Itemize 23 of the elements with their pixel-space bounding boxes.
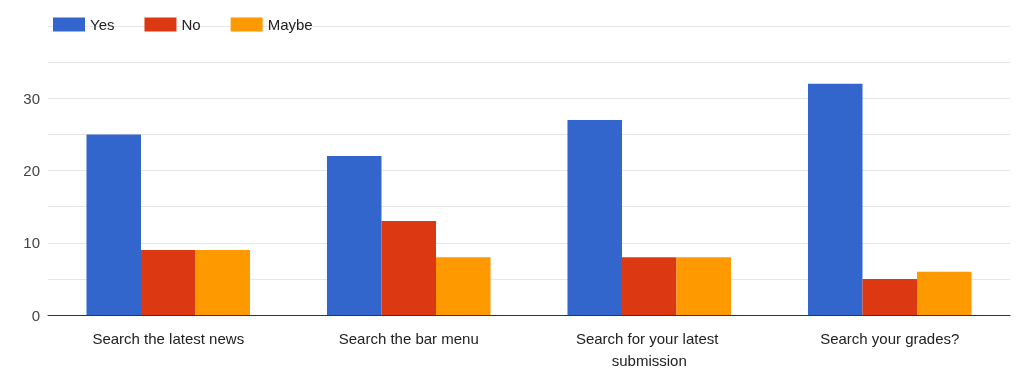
bar <box>86 134 141 315</box>
bar <box>195 249 251 315</box>
legend-label: Yes <box>90 16 115 33</box>
legend-label: No <box>181 16 201 33</box>
x-tick-label: Search the latest news <box>92 329 245 347</box>
y-tick-label: 30 <box>23 89 40 107</box>
y-tick-label: 10 <box>23 234 40 252</box>
bar <box>862 278 918 315</box>
bar <box>381 221 437 315</box>
y-tick-label: 20 <box>23 162 40 179</box>
bar <box>676 257 732 315</box>
x-tick-label: Search your grades? <box>820 329 960 347</box>
x-tick-label: Search for your latest submission <box>575 329 723 369</box>
bar <box>436 257 491 315</box>
y-tick-label: 0 <box>31 306 40 324</box>
bar <box>140 249 196 315</box>
bar <box>621 257 677 315</box>
bar <box>567 119 622 315</box>
bar <box>807 83 863 315</box>
x-tick-label: Search the bar menu <box>338 329 479 347</box>
bar <box>917 271 972 315</box>
bar <box>326 156 382 315</box>
legend-label: Maybe <box>267 16 313 33</box>
